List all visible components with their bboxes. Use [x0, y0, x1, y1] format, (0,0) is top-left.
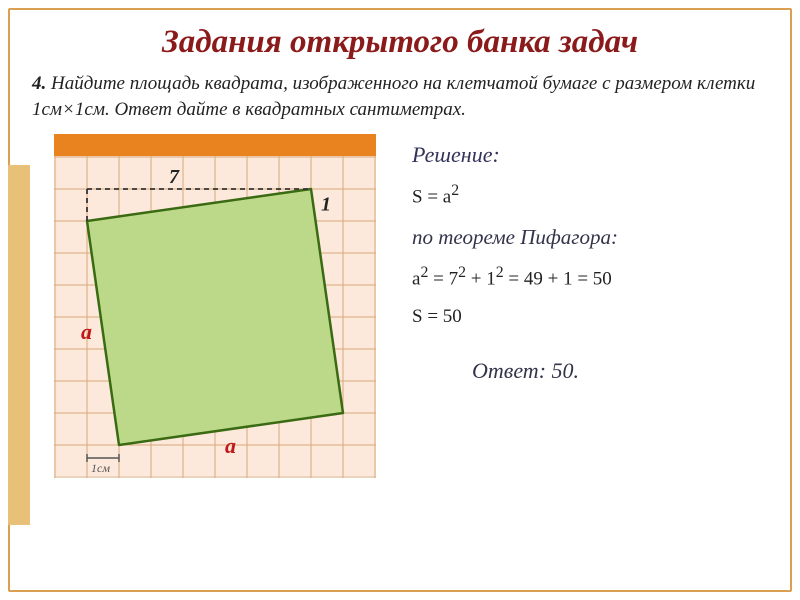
answer-text: Ответ: 50.	[472, 358, 768, 384]
solution-heading: Решение:	[412, 142, 768, 168]
svg-text:7: 7	[169, 166, 180, 188]
svg-text:a: a	[225, 433, 236, 458]
svg-text:a: a	[81, 319, 92, 344]
problem-statement: 4. Найдите площадь квадрата, изображенно…	[32, 71, 768, 122]
content: Задания открытого банка задач 4. Найдите…	[10, 10, 790, 590]
svg-text:1: 1	[321, 194, 331, 216]
svg-text:1см: 1см	[91, 461, 110, 475]
formula-pythagoras: a2 = 72 + 12 = 49 + 1 = 50	[412, 264, 768, 290]
main-row: 7 1 a a 1см Решение: S = a2 по теореме Пифаг…	[32, 134, 768, 494]
problem-text: Найдите площадь квадрата, изображенного …	[32, 73, 755, 120]
theorem-text: по теореме Пифагора:	[412, 225, 768, 250]
formula-area: S = a2	[412, 182, 768, 208]
formula-result: S = 50	[412, 306, 768, 328]
diagram: 7 1 a a 1см	[54, 134, 384, 494]
problem-number: 4.	[32, 73, 46, 94]
grid-svg: 7 1 a a 1см	[54, 134, 376, 478]
page-title: Задания открытого банка задач	[32, 24, 768, 61]
solution-block: Решение: S = a2 по теореме Пифагора: a2 …	[412, 134, 768, 494]
